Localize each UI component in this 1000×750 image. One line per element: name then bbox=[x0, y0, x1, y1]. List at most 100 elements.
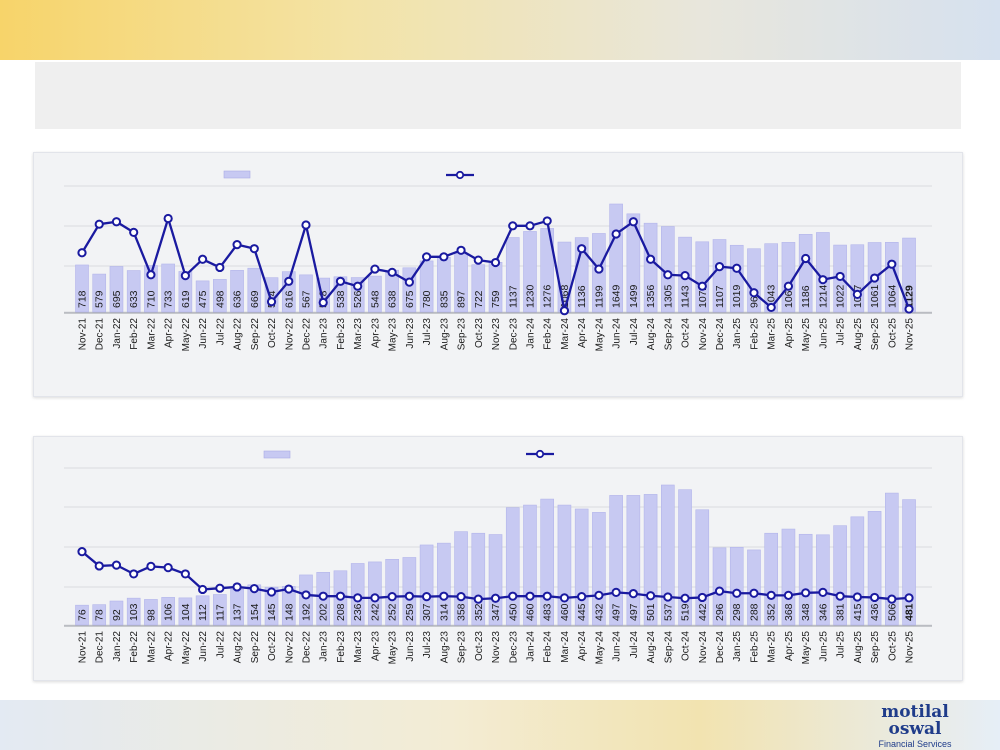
line-point bbox=[680, 271, 690, 281]
bar-value-label: 92 bbox=[111, 609, 123, 621]
bar bbox=[195, 280, 210, 313]
x-tick-label: Jan-23 bbox=[319, 631, 330, 662]
line-point bbox=[783, 281, 794, 291]
x-tick-label: Feb-25 bbox=[749, 318, 760, 350]
bar-value-label: 445 bbox=[576, 603, 588, 621]
x-tick-label: Dec-24 bbox=[715, 631, 726, 664]
line-point bbox=[508, 221, 518, 231]
bar-value-label: 780 bbox=[421, 290, 433, 308]
legend-line-marker bbox=[455, 170, 465, 180]
bar bbox=[178, 597, 193, 626]
line-point bbox=[284, 276, 294, 286]
bar-value-label: 1214 bbox=[817, 284, 829, 308]
bar-value-label: 497 bbox=[611, 603, 623, 621]
x-tick-label: Mar-25 bbox=[767, 318, 778, 350]
x-tick-label: Oct-22 bbox=[267, 318, 278, 348]
bar-value-label: 432 bbox=[593, 603, 605, 621]
line-point bbox=[439, 252, 449, 262]
line-point bbox=[490, 593, 501, 603]
line-point bbox=[335, 276, 346, 286]
x-tick-label: Apr-25 bbox=[784, 318, 795, 348]
x-tick-label: Oct-25 bbox=[887, 631, 898, 661]
bar-value-label: 298 bbox=[731, 603, 743, 621]
x-tick-label: Jan-22 bbox=[112, 318, 123, 349]
bar bbox=[213, 279, 227, 313]
chart-panel-top: 7185796956337107336194754986366695246165… bbox=[33, 152, 963, 397]
bar-value-label: 475 bbox=[197, 290, 209, 308]
bar-value-label: 112 bbox=[197, 604, 209, 621]
x-tick-label: Jul-23 bbox=[422, 318, 433, 346]
line-point bbox=[594, 264, 604, 274]
x-tick-label: Jun-22 bbox=[198, 631, 209, 662]
x-tick-label: May-23 bbox=[388, 318, 399, 352]
bar-value-label: 137 bbox=[232, 603, 244, 621]
x-tick-label: Jan-25 bbox=[732, 631, 743, 662]
bar-value-label: 567 bbox=[300, 290, 312, 308]
bar-value-label: 296 bbox=[714, 603, 726, 621]
bar bbox=[161, 597, 175, 626]
line-point bbox=[439, 591, 449, 601]
line-point bbox=[542, 216, 552, 226]
x-tick-label: Aug-24 bbox=[646, 631, 657, 664]
x-tick-label: Jun-25 bbox=[818, 318, 829, 349]
x-tick-label: Mar-23 bbox=[353, 318, 364, 350]
x-tick-label: Nov-23 bbox=[491, 631, 502, 664]
line-point bbox=[318, 297, 328, 308]
bar bbox=[816, 534, 830, 626]
line-point bbox=[663, 592, 673, 602]
bar-value-label: 722 bbox=[473, 290, 485, 308]
x-tick-label: Oct-24 bbox=[681, 318, 692, 348]
x-tick-label: Nov-24 bbox=[698, 318, 709, 351]
line-point bbox=[353, 593, 363, 603]
bar-value-label: 497 bbox=[628, 603, 640, 621]
line-point bbox=[594, 590, 604, 600]
line-point bbox=[111, 560, 122, 570]
line-point bbox=[180, 271, 190, 281]
x-tick-label: May-22 bbox=[181, 318, 192, 352]
bar bbox=[471, 264, 486, 313]
line-point bbox=[887, 259, 897, 269]
bar-value-label: 104 bbox=[180, 603, 192, 621]
bar bbox=[454, 531, 468, 626]
line-point bbox=[249, 244, 259, 254]
bar-value-label: 669 bbox=[249, 290, 261, 308]
bar bbox=[92, 273, 107, 313]
bar-value-label: 415 bbox=[852, 603, 864, 621]
bar-value-label: 538 bbox=[335, 290, 347, 308]
bar bbox=[299, 574, 313, 626]
bar bbox=[92, 604, 107, 626]
line-point bbox=[94, 561, 104, 571]
line-point bbox=[422, 592, 432, 602]
line-point bbox=[370, 593, 380, 603]
bar bbox=[213, 594, 227, 626]
x-tick-label: Nov-25 bbox=[905, 631, 916, 664]
bar bbox=[419, 544, 434, 626]
line-point bbox=[869, 273, 880, 283]
bar-value-label: 78 bbox=[94, 609, 106, 621]
x-tick-label: Mar-24 bbox=[560, 631, 571, 663]
x-tick-label: Jun-23 bbox=[405, 631, 416, 662]
line-point bbox=[387, 267, 397, 277]
x-tick-label: Apr-23 bbox=[370, 631, 381, 661]
bar-value-label: 450 bbox=[507, 603, 519, 621]
bar bbox=[247, 267, 262, 313]
x-tick-label: Oct-25 bbox=[887, 318, 898, 348]
bar-value-label: 242 bbox=[369, 603, 381, 621]
line-point bbox=[422, 252, 432, 262]
bar bbox=[299, 274, 313, 313]
bar-value-label: 208 bbox=[335, 603, 347, 621]
line-point bbox=[163, 213, 173, 224]
bar bbox=[833, 525, 847, 626]
x-tick-label: Apr-22 bbox=[164, 631, 175, 661]
bar-value-label: 506 bbox=[886, 603, 898, 621]
bar bbox=[798, 234, 813, 313]
line-point bbox=[473, 255, 483, 265]
line-point bbox=[628, 217, 638, 227]
x-tick-label: May-23 bbox=[388, 631, 399, 665]
bar-value-label: 103 bbox=[128, 603, 140, 621]
bar bbox=[885, 492, 899, 626]
line-point bbox=[473, 594, 483, 604]
x-tick-label: Oct-24 bbox=[681, 631, 692, 661]
bar-value-label: 835 bbox=[438, 290, 450, 308]
bar bbox=[764, 532, 779, 626]
